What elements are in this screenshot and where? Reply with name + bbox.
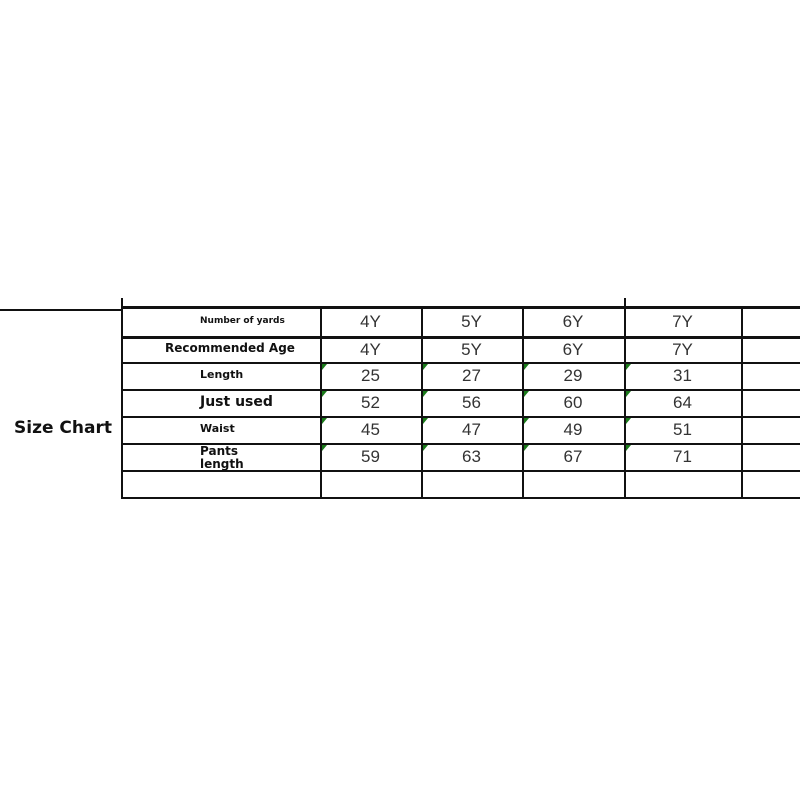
cell-marker (322, 418, 327, 424)
row-label: Waist (200, 422, 235, 435)
cell-value: 4Y (360, 340, 381, 359)
column-divider (522, 308, 524, 498)
column-divider (624, 298, 626, 498)
row-divider (121, 416, 800, 418)
cell-value: 6Y (562, 312, 584, 331)
table-top-border (121, 306, 800, 309)
cell-value: 60 (563, 393, 583, 412)
row-label: Just used (200, 393, 273, 410)
cell-value: 71 (673, 447, 692, 466)
cell-value: 27 (462, 366, 481, 385)
cell-value: 47 (462, 420, 481, 439)
row-label: Pants length (200, 444, 244, 471)
row-label: Length (200, 368, 244, 381)
cell-marker (322, 364, 327, 370)
cell-value: 56 (462, 393, 481, 412)
row-divider (121, 362, 800, 364)
cell-marker (423, 445, 428, 451)
cell-marker (626, 418, 631, 424)
cell-marker (423, 391, 428, 397)
row-divider (121, 336, 800, 339)
cell-value: 63 (462, 447, 481, 466)
column-divider (421, 308, 423, 498)
cell-marker (626, 445, 631, 451)
row-divider (121, 497, 800, 499)
cell-value: 59 (361, 447, 380, 466)
column-divider (121, 298, 123, 498)
table-top-border-left (0, 309, 121, 311)
column-divider (320, 308, 322, 498)
cell-value: 45 (361, 420, 380, 439)
row-label: Recommended Age (165, 341, 295, 355)
cell-value: 29 (563, 366, 583, 385)
cell-marker (626, 364, 631, 370)
cell-marker (322, 391, 327, 397)
size-chart-title: Size Chart (14, 418, 112, 438)
cell-value: 7Y (672, 312, 693, 331)
row-divider (121, 389, 800, 391)
cell-marker (524, 445, 529, 451)
cell-value: 7Y (672, 340, 693, 359)
cell-value: 64 (673, 393, 692, 412)
row-divider (121, 470, 800, 472)
cell-value: 49 (563, 420, 583, 439)
cell-value: 5Y (461, 312, 482, 331)
cell-value: 31 (673, 366, 692, 385)
cell-value: 52 (361, 393, 380, 412)
cell-marker (423, 364, 428, 370)
cell-marker (524, 391, 529, 397)
cell-marker (423, 418, 428, 424)
cell-marker (524, 364, 529, 370)
column-divider (741, 308, 743, 498)
cell-value: 67 (563, 447, 583, 466)
cell-value: 6Y (562, 340, 584, 359)
row-divider (121, 443, 800, 445)
cell-marker (322, 445, 327, 451)
cell-value: 51 (673, 420, 692, 439)
cell-marker (626, 391, 631, 397)
cell-value: 25 (361, 366, 380, 385)
cell-value: 5Y (461, 340, 482, 359)
cell-marker (524, 418, 529, 424)
cell-value: 4Y (360, 312, 381, 331)
row-label: Number of yards (200, 315, 285, 326)
